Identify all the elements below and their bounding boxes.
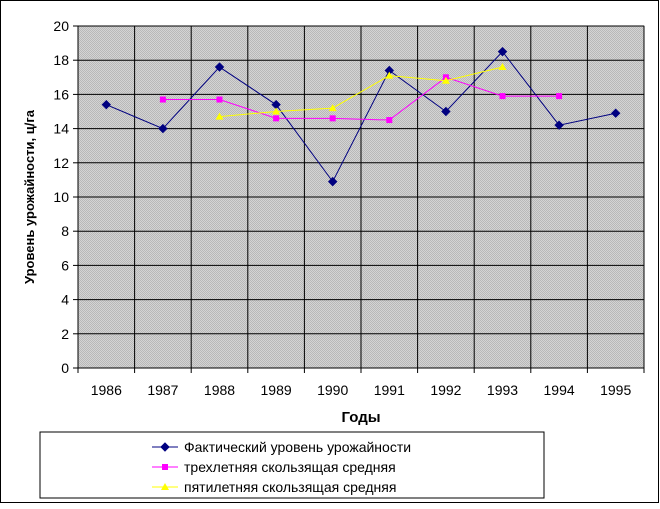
y-tick-label: 8 <box>61 223 69 239</box>
legend-marker <box>162 464 168 470</box>
y-tick-label: 12 <box>53 155 69 171</box>
data-point <box>272 107 281 115</box>
y-tick-label: 20 <box>53 18 69 34</box>
x-tick-label: 1993 <box>487 382 518 398</box>
data-point <box>441 106 451 117</box>
x-tick-label: 1990 <box>317 382 348 398</box>
legend: Фактический уровень урожайности трехлетня… <box>152 439 411 495</box>
series-layer <box>101 46 621 187</box>
data-point <box>554 120 564 130</box>
series-2 <box>215 63 507 120</box>
series-line <box>106 50 616 183</box>
data-point <box>327 176 338 187</box>
data-point <box>158 123 168 134</box>
data-point <box>273 115 280 122</box>
y-tick-label: 18 <box>53 52 69 68</box>
y-tick-label: 10 <box>53 189 69 205</box>
data-point <box>386 117 393 124</box>
y-tick-labels: 0 2 4 6 8 10 12 14 16 18 20 <box>53 18 69 376</box>
y-tick-label: 4 <box>61 292 69 308</box>
data-point <box>216 96 223 103</box>
legend-label: пятилетняя скользящая средняя <box>184 479 396 495</box>
x-tick-label: 1992 <box>430 382 461 398</box>
data-point <box>498 63 507 71</box>
y-tick-label: 16 <box>53 86 69 102</box>
data-point <box>499 93 506 100</box>
legend-box <box>39 431 545 499</box>
data-point <box>385 71 394 79</box>
data-point <box>159 96 166 103</box>
legend-marker <box>160 442 170 452</box>
x-tick-label: 1989 <box>261 382 292 398</box>
data-point <box>328 104 337 112</box>
y-tick-label: 14 <box>53 121 69 137</box>
gridlines <box>73 25 645 373</box>
legend-label: Фактический уровень урожайности <box>184 439 411 455</box>
y-axis-title: Уровень урожайности, ц/га <box>22 109 37 284</box>
x-tick-label: 1988 <box>204 382 235 398</box>
data-point <box>441 76 450 84</box>
x-tick-label: 1986 <box>91 382 122 398</box>
data-point <box>497 46 508 57</box>
x-tick-labels: 1986 1987 1988 1989 1990 1991 1992 1993 1994 1995 <box>91 382 632 398</box>
data-point <box>329 115 336 122</box>
data-point <box>556 93 563 100</box>
data-point <box>215 112 224 120</box>
series-line <box>162 76 560 121</box>
y-tick-label: 0 <box>61 360 69 376</box>
y-tick-label: 2 <box>61 326 69 342</box>
x-tick-label: 1991 <box>374 382 405 398</box>
x-tick-label: 1995 <box>600 382 631 398</box>
data-point <box>214 62 225 72</box>
series-line <box>219 66 503 118</box>
data-point <box>610 108 621 118</box>
y-tick-label: 6 <box>61 257 69 273</box>
legend-marker <box>161 483 169 490</box>
data-point <box>101 99 112 110</box>
x-axis-title: Годы <box>341 409 380 426</box>
legend-label: трехлетняя скользящая средняя <box>184 459 396 475</box>
series-0 <box>101 46 621 187</box>
x-tick-label: 1987 <box>147 382 178 398</box>
x-tick-label: 1994 <box>544 382 575 398</box>
